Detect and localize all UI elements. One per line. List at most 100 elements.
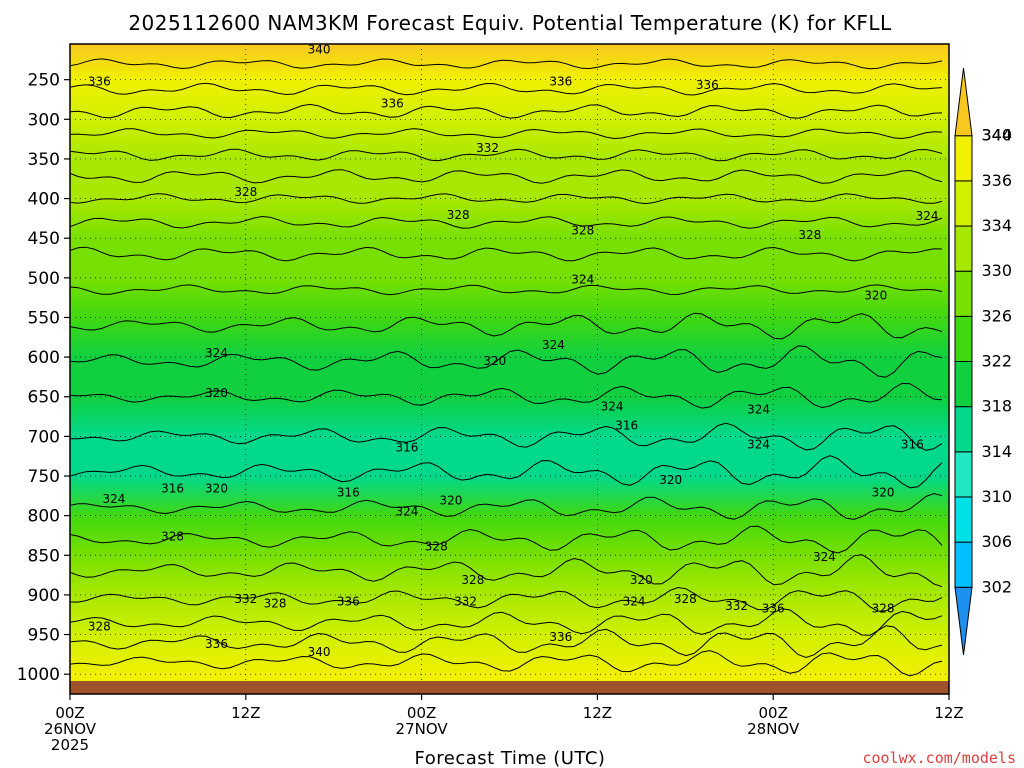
contour-line	[70, 554, 943, 588]
colorbar-label: 306	[981, 532, 1012, 551]
colorbar-label: 330	[981, 261, 1012, 280]
contour-line	[70, 82, 943, 96]
x-tick-label: 00Z	[407, 704, 436, 722]
contour-label: 336	[88, 74, 111, 88]
contour-label: 324	[205, 346, 228, 360]
contour-label: 328	[461, 573, 484, 587]
colorbar-segment	[954, 67, 973, 137]
y-tick-label: 900	[28, 586, 60, 606]
colorbar-label: 326	[981, 306, 1012, 325]
contour-label: 324	[623, 594, 646, 608]
colorbar-label: 322	[981, 352, 1012, 371]
contour-label: 324	[571, 272, 594, 286]
contour-lines	[70, 58, 943, 677]
x-tick-label: 28NOV	[747, 720, 800, 738]
colorbar-segment	[954, 315, 973, 363]
y-tick-label: 550	[28, 308, 60, 328]
y-tick-label: 400	[28, 190, 60, 210]
colorbar-label: 318	[981, 397, 1012, 416]
contour-line	[70, 525, 943, 554]
contour-label: 336	[337, 594, 360, 608]
colorbar-segment	[954, 225, 973, 272]
y-tick-label: 850	[28, 546, 60, 566]
colorbar-segment	[954, 180, 973, 227]
colorbar-segment	[954, 361, 973, 408]
credit-text: coolwx.com/models	[862, 749, 1016, 767]
contour-label: 324	[542, 338, 565, 352]
contour-line	[70, 625, 943, 659]
contour-label: 316	[161, 482, 184, 496]
colorbar-label: 314	[981, 442, 1012, 461]
contour-label: 324	[601, 399, 624, 413]
x-tick-label: 12Z	[583, 704, 612, 722]
contour-label: 320	[872, 486, 895, 500]
y-axis: 250 300 350 400 450 500 550 600 650 700 750 800 850 9…	[17, 71, 70, 685]
contour-label: 340	[308, 43, 331, 57]
contour-label: 328	[447, 208, 470, 222]
y-tick-label: 800	[28, 507, 60, 527]
y-tick-label: 500	[28, 269, 60, 289]
contour-label: 320	[864, 288, 887, 302]
contour-label: 336	[696, 78, 719, 92]
contour-label: 324	[813, 550, 836, 564]
contour-label: 328	[425, 540, 448, 554]
x-tick-label: 00Z	[759, 704, 788, 722]
y-tick-label: 750	[28, 467, 60, 487]
colorbar-label: 334	[981, 216, 1012, 235]
contour-label: 324	[747, 437, 770, 451]
chart-title: 2025112600 NAM3KM Forecast Equiv. Potent…	[128, 11, 892, 35]
contour-label: 332	[476, 141, 499, 155]
y-tick-label: 250	[28, 71, 60, 91]
contour-label: 324	[747, 402, 770, 416]
contour-label: 320	[630, 573, 653, 587]
contour-label: 324	[916, 209, 939, 223]
contour-line	[70, 650, 943, 677]
contour-label: 316	[615, 418, 638, 432]
contour-label: 328	[88, 620, 111, 634]
colorbar-label: 302	[981, 577, 1012, 596]
x-tick-label: 2025	[51, 736, 89, 754]
contour-line	[70, 148, 943, 162]
y-tick-label: 300	[28, 110, 60, 130]
contour-label: 336	[549, 74, 572, 88]
x-tick-label: 27NOV	[396, 720, 449, 738]
contour-line	[70, 312, 943, 340]
contour-label: 328	[674, 592, 697, 606]
y-tick-label: 650	[28, 388, 60, 408]
contour-line	[70, 169, 943, 184]
colorbar-segment	[954, 135, 973, 182]
contour-label: 328	[234, 185, 257, 199]
contour-label: 316	[337, 486, 360, 500]
contour-label: 324	[395, 505, 418, 519]
contour-label: 336	[205, 637, 228, 651]
contour-label: 336	[762, 601, 785, 615]
contour-label: 328	[161, 529, 184, 543]
contour-label: 320	[659, 473, 682, 487]
colorbar-segment	[954, 496, 973, 543]
colorbar-segment	[954, 451, 973, 498]
contour-line	[70, 608, 943, 636]
contour-line	[70, 246, 943, 262]
contour-label: 320	[205, 386, 228, 400]
contour-line	[70, 103, 943, 119]
contour-label: 320	[483, 354, 506, 368]
y-tick-label: 1000	[17, 665, 60, 685]
ground-strip	[70, 681, 949, 694]
contour-label: 316	[395, 440, 418, 454]
colorbar-segment	[954, 270, 973, 317]
contour-label: 336	[381, 96, 404, 110]
colorbar-segment	[954, 406, 973, 453]
contour-label: 320	[439, 494, 462, 508]
contour-line	[70, 58, 943, 70]
contour-label: 328	[571, 223, 594, 237]
colorbar-segment	[954, 541, 973, 588]
contour-label: 328	[798, 228, 821, 242]
plot-area: 340 336 336 336 336 332 328 328 328 328 324 324 320 3…	[70, 43, 949, 694]
colorbar-segment	[954, 586, 973, 656]
colorbar-label: 310	[981, 487, 1012, 506]
y-tick-label: 700	[28, 427, 60, 447]
contour-label: 320	[205, 482, 228, 496]
contour-label: 324	[102, 492, 125, 506]
